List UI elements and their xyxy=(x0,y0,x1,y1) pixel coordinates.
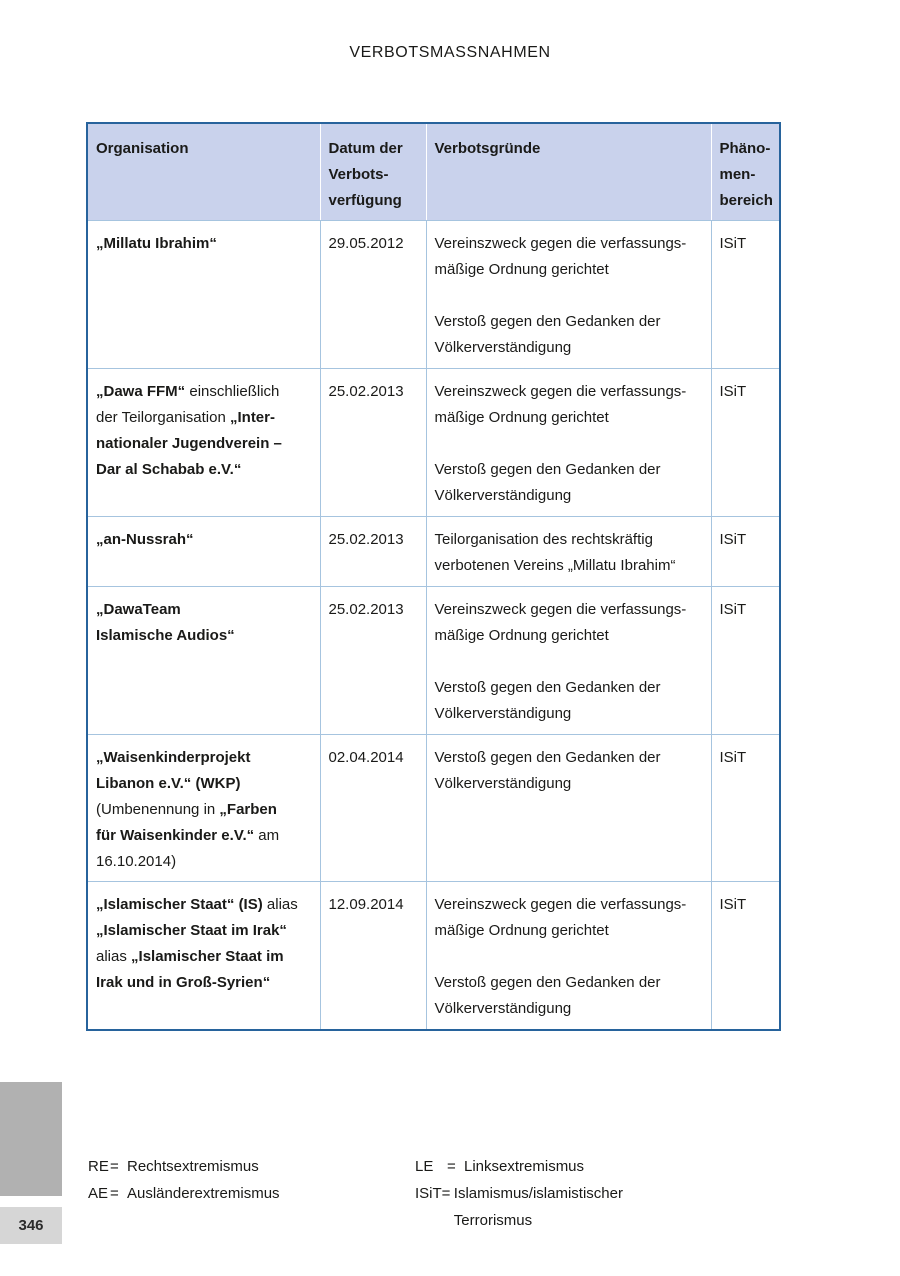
legend-item: RE = Rechtsextremismus xyxy=(88,1153,280,1180)
legend-item: ISiT = Islamismus/islamistischer Terrori… xyxy=(415,1180,633,1234)
legend-definition: Linksextremismus xyxy=(464,1158,585,1175)
table-header-row: Organisation Datum der Verbots- verfügun… xyxy=(87,123,780,221)
legend-group-left: RE = Rechtsextremismus AE = Ausländerext… xyxy=(88,1153,280,1207)
phenomenon-cell: ISiT xyxy=(719,896,747,913)
table-row: „DawaTeam Islamische Audios“ 25.02.2013 Ve… xyxy=(87,586,780,735)
date-cell: 02.04.2014 xyxy=(320,734,427,882)
table-row: „Waisenkinderprojekt Libanon e.V.“ (WKP)… xyxy=(87,734,780,882)
legend-item: LE = Linksextremismus xyxy=(415,1153,633,1180)
reasons-cell: Vereinszweck gegen die verfassungs- mäßi… xyxy=(426,220,712,369)
date-cell: 25.02.2013 xyxy=(320,368,427,517)
legend-definition: Islamismus/islamistischer Terrorismus xyxy=(453,1185,623,1229)
reasons-cell: Verstoß gegen den Gedanken der Völkerver… xyxy=(426,734,712,882)
reasons-cell: Vereinszweck gegen die verfassungs- mäßi… xyxy=(426,881,712,1030)
legend-definition: Rechtsextremismus xyxy=(127,1158,259,1175)
organisation-cell: „DawaTeam Islamische Audios“ xyxy=(87,586,321,735)
page-number: 346 xyxy=(18,1217,44,1234)
table-row: „an-Nussrah“ 25.02.2013 Teilorganisation d… xyxy=(87,516,780,587)
organisation-cell: „Dawa FFM“ einschließlich der Teilorgani… xyxy=(87,368,321,517)
phenomenon-cell: ISiT xyxy=(711,368,780,517)
legend-abbr: ISiT xyxy=(415,1185,442,1202)
legend-definition: Ausländerextremismus xyxy=(127,1185,280,1202)
legend-abbr: RE xyxy=(88,1158,109,1175)
date-cell: 29.05.2012 xyxy=(320,220,427,369)
table-body: „Millatu Ibrahim“ 29.05.2012 Vereinszweck … xyxy=(87,220,780,1030)
phenomenon-cell: ISiT xyxy=(711,516,780,587)
table-row: „Islamischer Staat“ (IS) alias „Islamisc… xyxy=(87,881,780,1030)
legend-item: AE = Ausländerextremismus xyxy=(88,1180,280,1207)
column-header-phaenomenbereich: Phäno- men- bereich xyxy=(711,123,780,221)
organisation-cell: „Millatu Ibrahim“ xyxy=(87,220,321,369)
legend-abbr: LE xyxy=(415,1158,434,1175)
legend-equals: = xyxy=(110,1158,119,1175)
column-header-datum: Datum der Verbots- verfügung xyxy=(320,123,427,221)
column-header-organisation: Organisation xyxy=(87,123,321,221)
table-row: „Millatu Ibrahim“ 29.05.2012 Vereinszweck … xyxy=(87,220,780,369)
legend-equals: = xyxy=(441,1185,451,1202)
page-title: VERBOTSMASSNAHMEN xyxy=(349,44,551,61)
legend-equals: = xyxy=(447,1158,456,1175)
date-cell: 25.02.2013 xyxy=(320,586,427,735)
table-header: Organisation Datum der Verbots- verfügun… xyxy=(87,123,780,221)
phenomenon-cell: ISiT xyxy=(711,220,780,369)
reasons-cell: Teilorganisation des rechtskräftig verbo… xyxy=(426,516,712,587)
phenomenon-cell: ISiT xyxy=(711,586,780,735)
table-row: „Dawa FFM“ einschließlich der Teilorgani… xyxy=(87,368,780,517)
reasons-cell: Vereinszweck gegen die verfassungs- mäßi… xyxy=(426,368,712,517)
organisation-cell: „Waisenkinderprojekt Libanon e.V.“ (WKP)… xyxy=(87,734,321,882)
organisation-cell: „Islamischer Staat“ (IS) alias „Islamisc… xyxy=(87,881,321,1030)
page-number-box: 346 xyxy=(0,1207,62,1244)
legend-equals: = xyxy=(110,1185,119,1202)
reasons-cell: Vereinszweck gegen die verfassungs- mäßi… xyxy=(426,586,712,735)
margin-tab-block xyxy=(0,1082,62,1196)
legend-abbr: AE xyxy=(88,1185,109,1202)
verbotsmassnahmen-table: Organisation Datum der Verbots- verfügun… xyxy=(86,122,781,1031)
organisation-cell: „an-Nussrah“ xyxy=(87,516,321,587)
phenomenon-cell: ISiT xyxy=(711,734,780,882)
column-header-verbotsgruende: Verbotsgründe xyxy=(426,123,712,221)
legend-group-right: LE = Linksextremismus ISiT = Islamismus/… xyxy=(415,1153,633,1234)
date-cell: 25.02.2013 xyxy=(320,516,427,587)
date-cell: 12.09.2014 xyxy=(320,881,427,1030)
